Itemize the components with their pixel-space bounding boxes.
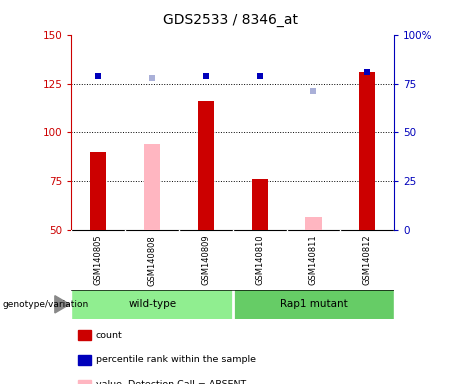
Bar [359,72,375,230]
Bar [90,152,106,230]
Bar [305,217,321,230]
Bar [78,381,91,384]
Point [364,69,371,75]
Polygon shape [55,296,70,313]
Bar [78,356,91,365]
Text: count: count [96,331,123,339]
Bar [78,331,91,340]
Point [95,73,102,79]
Text: wild-type: wild-type [128,299,176,310]
Text: GSM140810: GSM140810 [255,235,264,285]
Bar [252,179,268,230]
Point [202,73,210,79]
Bar [144,144,160,230]
Text: value, Detection Call = ABSENT: value, Detection Call = ABSENT [96,381,246,384]
Text: percentile rank within the sample: percentile rank within the sample [96,356,256,364]
Bar [71,290,233,319]
Text: GSM140808: GSM140808 [148,235,157,286]
Bar [233,290,394,319]
Point [256,73,263,79]
Point [310,88,317,94]
Text: GDS2533 / 8346_at: GDS2533 / 8346_at [163,13,298,27]
Text: GSM140812: GSM140812 [363,235,372,285]
Text: Rap1 mutant: Rap1 mutant [280,299,347,310]
Text: GSM140809: GSM140809 [201,235,210,285]
Bar [198,101,214,230]
Text: genotype/variation: genotype/variation [2,300,89,309]
Point [148,74,156,81]
Text: GSM140805: GSM140805 [94,235,103,285]
Text: GSM140811: GSM140811 [309,235,318,285]
